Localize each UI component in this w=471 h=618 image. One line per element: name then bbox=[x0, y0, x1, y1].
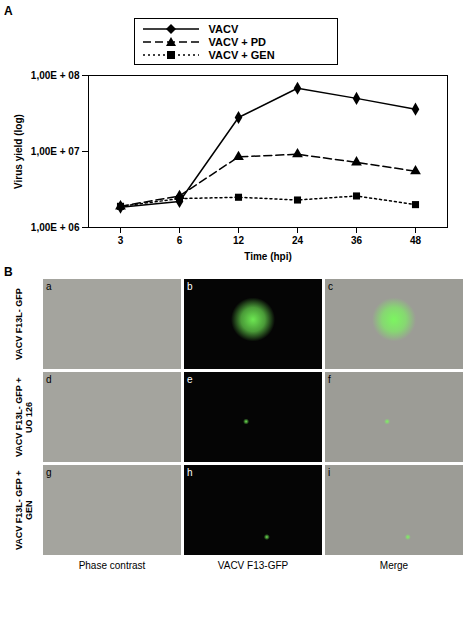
svg-text:12: 12 bbox=[233, 235, 245, 246]
html-text:g: g bbox=[46, 467, 52, 478]
svg-text:36: 36 bbox=[351, 235, 363, 246]
html-text:d: d bbox=[46, 374, 52, 385]
html-text:VACV F13L- GFP + UO 126: VACV F13L- GFP + UO 126 bbox=[14, 377, 34, 457]
html-text:VACV + PD: VACV + PD bbox=[208, 35, 267, 48]
svg-text:Time (hpi): Time (hpi) bbox=[244, 251, 292, 262]
html-text:e: e bbox=[187, 374, 193, 385]
svg-text:1,00E + 08: 1,00E + 08 bbox=[31, 70, 80, 81]
svg-text:48: 48 bbox=[410, 235, 422, 246]
html-text:c: c bbox=[328, 281, 333, 292]
svg-text:1,00E + 06: 1,00E + 06 bbox=[31, 222, 80, 233]
svg-text:Virus yield (log): Virus yield (log) bbox=[13, 114, 24, 189]
html-text:f: f bbox=[328, 374, 331, 385]
svg-text:3: 3 bbox=[118, 235, 124, 246]
html-text:B: B bbox=[4, 265, 13, 279]
svg-text:24: 24 bbox=[292, 235, 304, 246]
html-text:VACV + GEN: VACV + GEN bbox=[208, 48, 275, 61]
html-text:VACV F13-GFP: VACV F13-GFP bbox=[217, 560, 289, 571]
html-text:h: h bbox=[187, 467, 193, 478]
svg-text:1,00E + 07: 1,00E + 07 bbox=[31, 146, 80, 157]
html-text:Merge: Merge bbox=[379, 560, 409, 571]
html-text:Phase contrast: Phase contrast bbox=[78, 560, 146, 571]
html-text:A: A bbox=[4, 4, 13, 18]
html-text:i: i bbox=[328, 467, 331, 478]
html-text:VACV: VACV bbox=[208, 22, 239, 35]
svg-text:6: 6 bbox=[177, 235, 183, 246]
html-text:b: b bbox=[187, 281, 193, 292]
html-text:VACV F13L- GFP + GEN: VACV F13L- GFP + GEN bbox=[14, 470, 34, 550]
html-text:a: a bbox=[46, 281, 52, 292]
html-text:VACV F13L- GFP: VACV F13L- GFP bbox=[14, 288, 24, 360]
